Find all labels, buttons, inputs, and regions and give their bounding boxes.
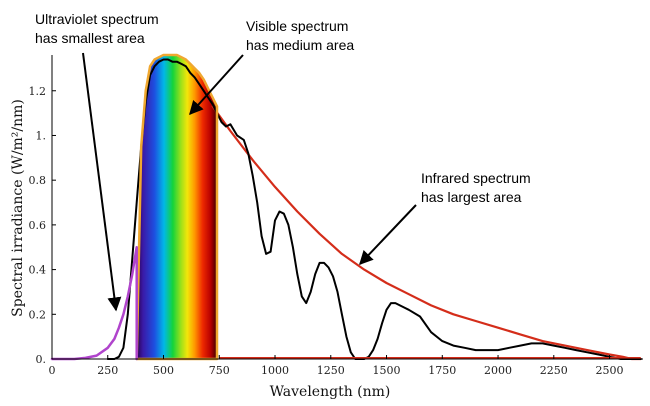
x-tick-label: 0 bbox=[49, 364, 56, 377]
annotation-ultraviolet-line-1: Ultraviolet spectrum bbox=[35, 11, 159, 27]
x-tick-label: 250 bbox=[97, 364, 118, 377]
x-tick-label: 2250 bbox=[540, 364, 568, 377]
annotation-infrared-line-1: Infrared spectrum bbox=[421, 170, 531, 186]
annotation-ultraviolet-line-2: has smallest area bbox=[35, 30, 145, 46]
annotation-ultraviolet: Ultraviolet spectrum has smallest area bbox=[35, 11, 163, 312]
svg-text:Visible spectrum has med: Visible spectrum has medium area bbox=[246, 18, 354, 53]
y-tick-label: 0.2 bbox=[29, 308, 47, 321]
x-ticks: 0 250 500 750 1000 1250 1500 1750 2000 2250 2500 bbox=[49, 355, 624, 377]
x-tick-label: 2000 bbox=[484, 364, 512, 377]
annotation-visible-line-2: has medium area bbox=[246, 37, 354, 53]
x-tick-label: 750 bbox=[209, 364, 230, 377]
annotation-infrared-arrow bbox=[359, 204, 417, 266]
annotation-infrared-line-2: has largest area bbox=[421, 189, 522, 205]
series-layer bbox=[50, 53, 642, 361]
ultraviolet-outline-line bbox=[50, 245, 138, 361]
x-axis-title: Wavelength (nm) bbox=[270, 384, 391, 400]
visible-outline-line bbox=[135, 53, 219, 361]
annotation-visible-line-1: Visible spectrum bbox=[246, 18, 348, 34]
y-ticks: 0. 0.2 0.4 0.6 0.8 1. 1.2 bbox=[29, 85, 56, 366]
svg-text:Ultraviolet spectrum has: Ultraviolet spectrum has smallest area bbox=[35, 11, 163, 46]
x-tick-label: 1750 bbox=[428, 364, 456, 377]
infrared-curve-line bbox=[211, 105, 642, 361]
y-axis-title: Spectral irradiance (W/m²/nm) bbox=[10, 99, 26, 317]
measured-spectrum-line bbox=[106, 58, 642, 360]
visible-spectrum-band bbox=[136, 55, 217, 359]
x-tick-label: 1000 bbox=[261, 364, 289, 377]
annotation-infrared: Infrared spectrum has largest area bbox=[359, 170, 535, 266]
annotation-visible-arrow bbox=[189, 54, 244, 116]
annotation-visible: Visible spectrum has medium area bbox=[189, 18, 354, 116]
visible-spectrum-fill bbox=[136, 55, 217, 359]
svg-text:Infrared spectrum has la: Infrared spectrum has largest area bbox=[421, 170, 535, 205]
y-tick-label: 1.2 bbox=[29, 85, 47, 98]
x-tick-label: 2500 bbox=[596, 364, 624, 377]
y-tick-label: 0.4 bbox=[29, 264, 47, 277]
x-tick-label: 500 bbox=[153, 364, 174, 377]
y-tick-label: 0. bbox=[36, 353, 47, 366]
y-tick-label: 0.6 bbox=[29, 219, 47, 232]
x-tick-label: 1250 bbox=[317, 364, 345, 377]
x-tick-label: 1500 bbox=[373, 364, 401, 377]
y-tick-label: 0.8 bbox=[29, 174, 47, 187]
y-tick-label: 1. bbox=[36, 129, 47, 142]
annotation-ultraviolet-arrow bbox=[82, 52, 122, 312]
